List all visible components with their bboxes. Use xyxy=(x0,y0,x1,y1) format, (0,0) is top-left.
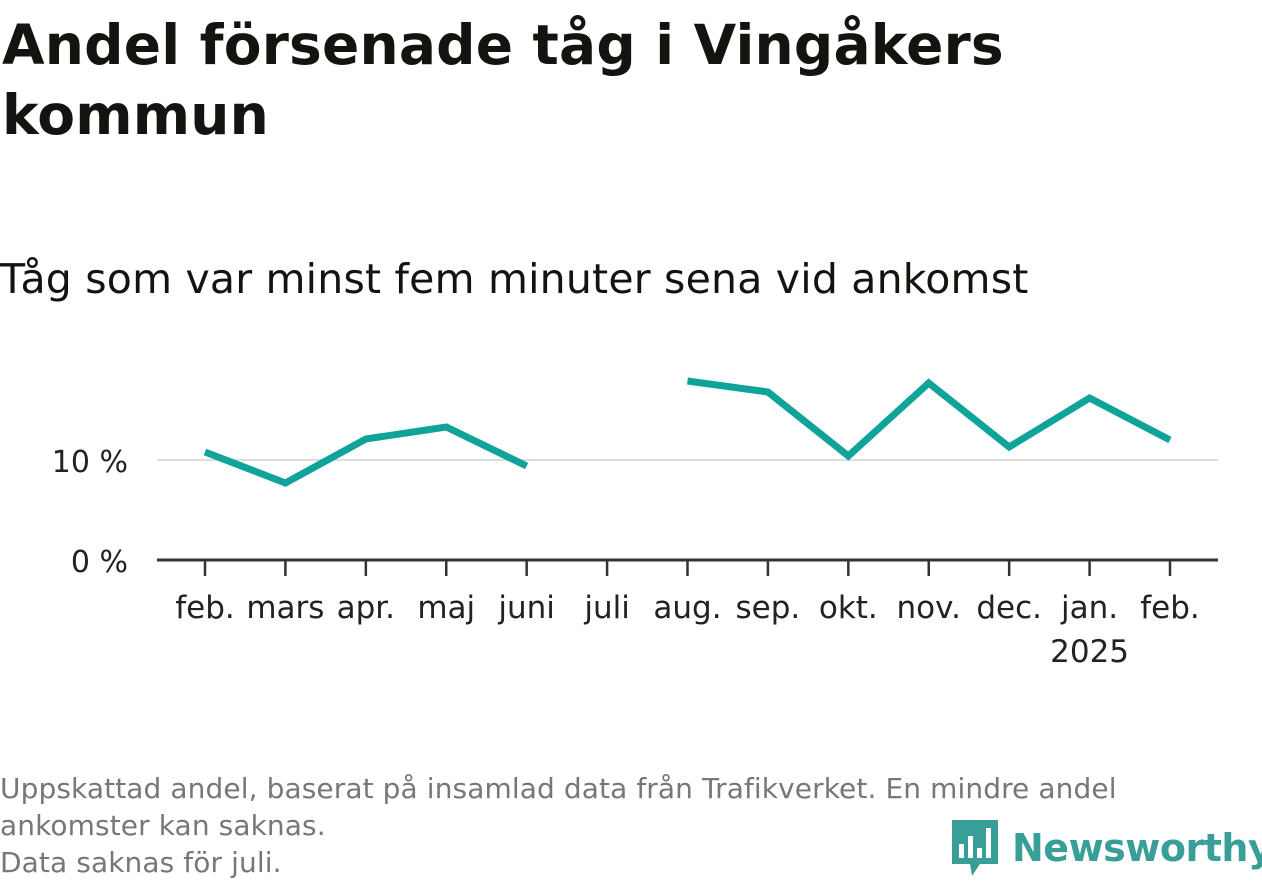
x-tick-label: juni xyxy=(497,590,555,626)
footnote-line-2: ankomster kan saknas. xyxy=(0,809,326,842)
axis-layer xyxy=(157,558,1218,576)
series-layer xyxy=(203,377,1172,487)
footnote-line-1: Uppskattad andel, baserat på insamlad da… xyxy=(0,772,1117,805)
y-tick-label: 0 % xyxy=(71,545,128,580)
x-tick-label: juli xyxy=(583,590,630,626)
brand-name: Newsworthy xyxy=(1012,826,1262,870)
series-line xyxy=(203,423,529,487)
x-tick-label: okt. xyxy=(819,590,878,626)
y-tick-label: 10 % xyxy=(52,445,128,480)
label-layer: 0 % 10 % feb. mars apr. maj juni juli aug. sep. ok… xyxy=(52,445,1200,670)
x-tick-label: feb. xyxy=(175,590,235,626)
footnote-line-3: Data saknas för juli. xyxy=(0,846,282,879)
x-tick-label: mars xyxy=(246,590,324,626)
x-tick-label: feb. xyxy=(1140,590,1200,626)
x-tick-label: nov. xyxy=(897,590,961,626)
line-chart: 0 % 10 % feb. mars apr. maj juni juli aug. sep. ok… xyxy=(52,377,1218,670)
x-tick-label: aug. xyxy=(653,590,721,626)
footnote: Uppskattad andel, baserat på insamlad da… xyxy=(0,770,1250,881)
bar-chart-speech-bubble-icon xyxy=(952,820,998,876)
x-tick-label: dec. xyxy=(976,590,1042,626)
x-tick-label: maj xyxy=(417,590,475,626)
x-tick-label: apr. xyxy=(337,590,395,626)
x-tick-label: jan. xyxy=(1060,590,1118,626)
series-line xyxy=(687,377,1172,461)
chart-subtitle: Tåg som var minst fem minuter sena vid a… xyxy=(0,255,1029,303)
x-tick-sublabel: 2025 xyxy=(1050,634,1129,670)
chart-title: Andel försenade tåg i Vingåkers kommun xyxy=(2,13,1004,147)
x-tick-label: sep. xyxy=(736,590,801,626)
brand-logo: Newsworthy xyxy=(950,818,1262,878)
